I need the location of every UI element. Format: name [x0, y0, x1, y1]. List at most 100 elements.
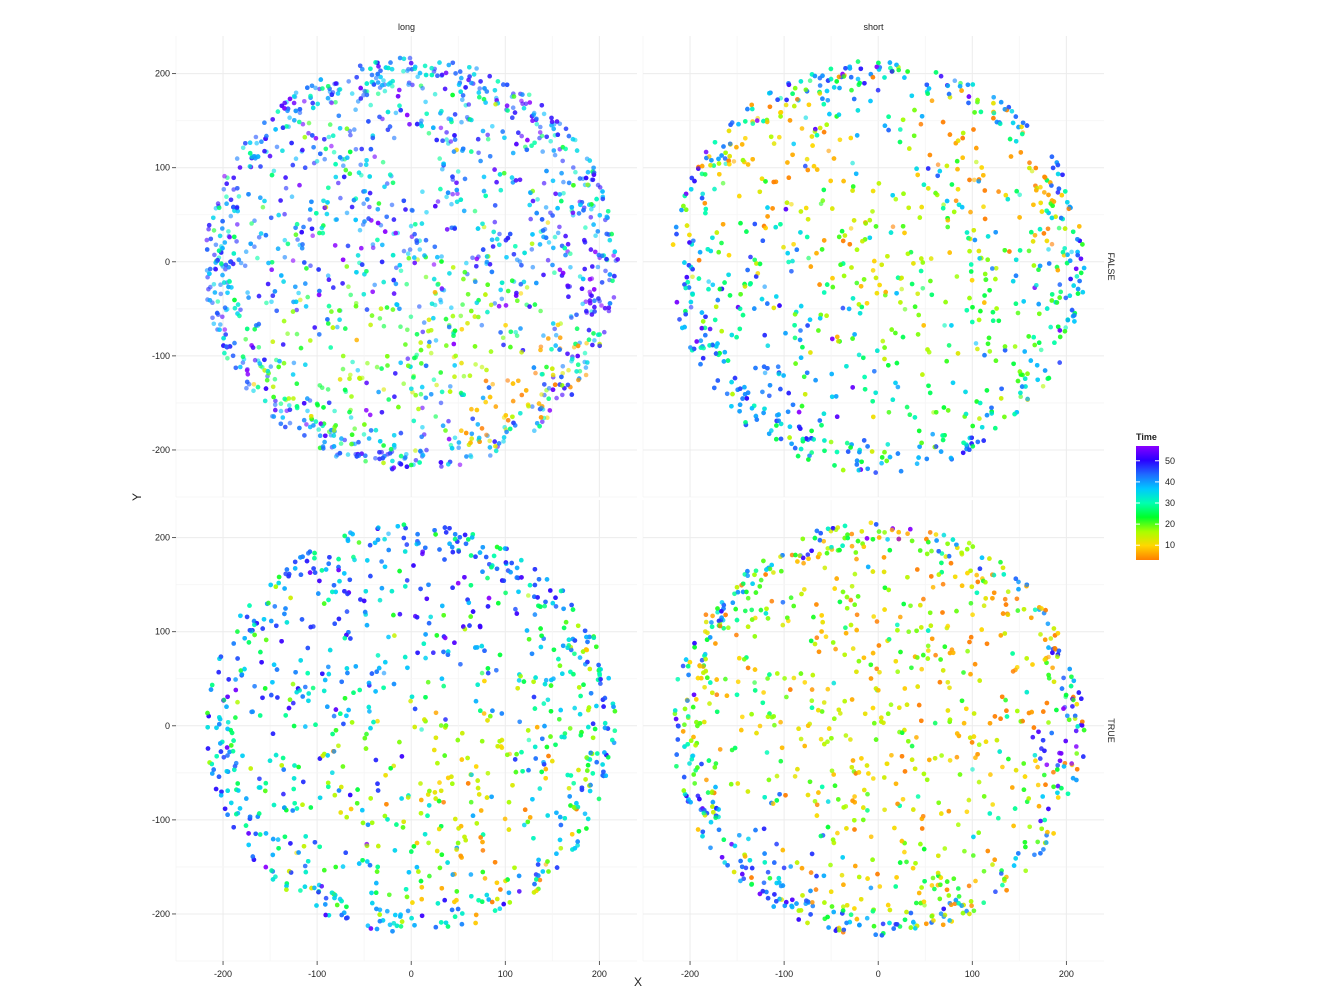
data-point: [435, 282, 440, 287]
data-point: [1058, 335, 1063, 340]
data-point: [592, 309, 597, 314]
data-point: [596, 296, 601, 301]
data-point: [518, 178, 523, 183]
data-point: [1071, 283, 1076, 288]
data-point: [820, 247, 825, 252]
data-point: [514, 178, 519, 183]
data-point: [393, 371, 398, 376]
data-point: [484, 433, 489, 438]
data-point: [411, 375, 416, 380]
data-point: [860, 305, 865, 310]
data-point: [821, 198, 826, 203]
data-point: [983, 278, 988, 283]
data-point: [398, 361, 403, 366]
data-point: [550, 366, 555, 371]
data-point: [820, 73, 825, 78]
data-point: [282, 319, 287, 324]
data-point: [449, 305, 454, 310]
data-point: [612, 274, 617, 279]
data-point: [217, 327, 222, 332]
data-point: [480, 222, 485, 227]
data-point: [334, 81, 339, 86]
data-point: [941, 438, 946, 443]
data-point: [493, 203, 498, 208]
data-point: [983, 272, 988, 277]
data-point: [1018, 248, 1023, 253]
data-point: [497, 232, 502, 237]
data-point: [986, 234, 991, 239]
data-point: [951, 381, 956, 386]
data-point: [430, 73, 435, 78]
data-point: [412, 255, 417, 260]
data-point: [488, 395, 493, 400]
data-point: [370, 73, 375, 78]
data-point: [561, 271, 566, 276]
data-point: [249, 221, 254, 226]
data-point: [746, 162, 751, 167]
data-point: [273, 377, 278, 382]
data-point: [336, 181, 341, 186]
data-point: [297, 120, 302, 125]
data-point: [403, 207, 408, 212]
data-point: [811, 437, 816, 442]
data-point: [501, 336, 506, 341]
data-point: [493, 444, 498, 449]
data-point: [363, 453, 368, 458]
data-point: [208, 298, 213, 303]
data-point: [382, 387, 387, 392]
data-point: [489, 349, 494, 354]
data-point: [741, 158, 746, 163]
data-point: [322, 137, 327, 142]
data-point: [477, 90, 482, 95]
data-point: [838, 138, 843, 143]
data-point: [503, 323, 508, 328]
data-point: [437, 156, 442, 161]
data-point: [412, 419, 417, 424]
data-point: [437, 60, 442, 65]
data-point: [571, 211, 576, 216]
data-point: [391, 253, 396, 258]
data-point: [1056, 163, 1061, 168]
data-point: [485, 310, 490, 315]
data-point: [511, 105, 516, 110]
data-point: [314, 136, 319, 141]
data-point: [412, 261, 417, 266]
data-point: [392, 136, 397, 141]
data-point: [286, 242, 291, 247]
data-point: [259, 139, 264, 144]
data-point: [576, 344, 581, 349]
data-point: [277, 359, 282, 364]
data-point: [473, 362, 478, 367]
data-point: [818, 126, 823, 131]
data-point: [436, 199, 441, 204]
data-point: [264, 301, 269, 306]
data-point: [769, 135, 774, 140]
data-point: [217, 248, 222, 253]
data-point: [538, 309, 543, 314]
data-point: [760, 297, 765, 302]
data-point: [786, 260, 791, 265]
data-point: [516, 379, 521, 384]
data-point: [291, 396, 296, 401]
data-point: [805, 323, 810, 328]
data-point: [890, 69, 895, 74]
data-point: [325, 212, 330, 217]
data-point: [366, 119, 371, 124]
data-point: [979, 110, 984, 115]
data-point: [320, 226, 325, 231]
data-point: [881, 339, 886, 344]
data-point: [470, 432, 475, 437]
data-point: [870, 399, 875, 404]
data-point: [608, 272, 613, 277]
data-point: [483, 400, 488, 405]
data-point: [899, 469, 904, 474]
data-point: [590, 343, 595, 348]
data-point: [591, 166, 596, 171]
data-point: [307, 217, 312, 222]
data-point: [467, 65, 472, 70]
data-point: [488, 445, 493, 450]
data-point: [546, 258, 551, 263]
data-point: [527, 203, 532, 208]
data-point: [341, 258, 346, 263]
data-point: [321, 446, 326, 451]
